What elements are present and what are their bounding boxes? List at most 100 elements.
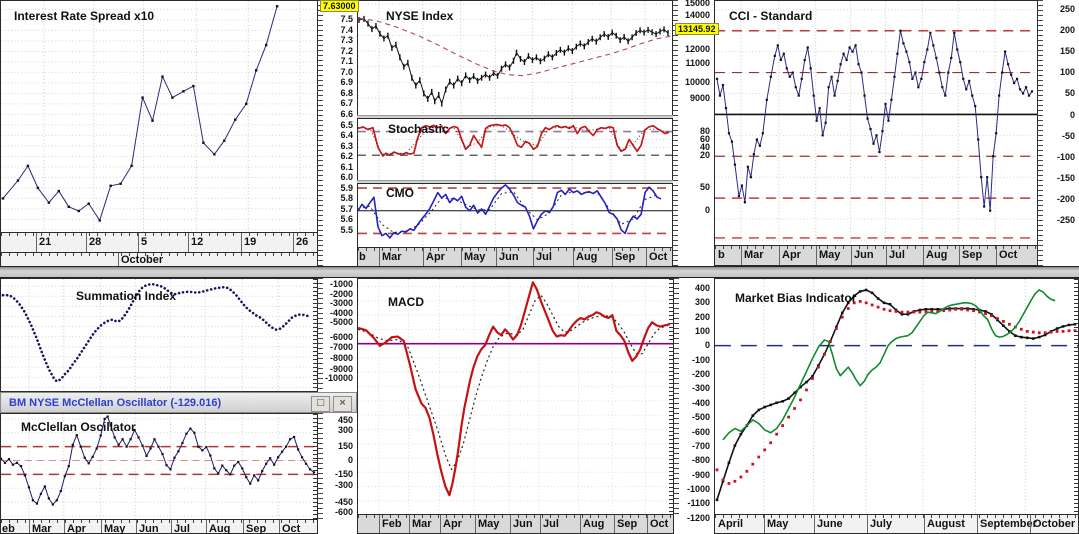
axis-tick-label: 150 <box>337 441 353 451</box>
mcclellan-window-titlebar[interactable]: BM NYSE McClellan Oscillator (-129.016) … <box>0 392 357 413</box>
axis-tick-label: 9000 <box>689 93 710 103</box>
axis-month-label: May <box>104 523 126 534</box>
axis-tick-label: -50 <box>1061 130 1075 141</box>
axis-tick-label: 6.6 <box>340 108 353 119</box>
axis-month-label: October <box>1033 518 1076 530</box>
axis-tick-label: -900 <box>691 469 710 480</box>
row-divider[interactable] <box>0 266 1079 278</box>
mcclellan-oscillator-chart[interactable]: McClellan Oscillator <box>0 413 318 520</box>
axis-month-label: May <box>819 249 841 261</box>
axis-tick-label: 10000 <box>684 77 710 87</box>
close-button[interactable]: × <box>333 396 352 412</box>
axis-tick-label: 5.7 <box>340 203 353 214</box>
axis-tick-label: 5.8 <box>340 193 353 204</box>
axis-month-label: 12 <box>191 236 204 248</box>
axis-tick-label: 11000 <box>685 58 710 68</box>
axis-tick-label: -400 <box>691 397 710 408</box>
axis-month-label: Aug <box>209 523 231 534</box>
axis-tick-label: 60 <box>699 134 710 144</box>
axis-tick-label: -150 <box>334 469 353 479</box>
axis-tick-label: -3000 <box>329 298 353 308</box>
axis-month-label: September <box>980 518 1037 530</box>
mcclellan-y-axis: 450 300 150 0 -150 -300 -450 -600 <box>318 413 357 520</box>
interest-rate-spread-chart[interactable]: Interest Rate Spread x10 <box>0 0 318 233</box>
axis-tick-label: 40 <box>699 142 710 152</box>
axis-tick-label: 6.9 <box>340 77 353 88</box>
axis-tick-label: -250 <box>1056 215 1075 225</box>
axis-tick-label: -300 <box>334 480 353 490</box>
chart-title: MACD <box>388 295 424 309</box>
axis-tick-label: -500 <box>691 412 710 423</box>
chart-title: Stochastic <box>388 122 449 136</box>
axis-tick-label: -6000 <box>329 332 353 342</box>
market-bias-chart[interactable]: Market Bias Indicator <box>714 278 1079 515</box>
axis-tick-label: 0 <box>704 340 710 351</box>
nyse-x-axis: b Mar Apr May Jun Jul Aug Sep Oct <box>357 247 673 268</box>
axis-tick-label: 0 <box>1069 109 1075 120</box>
axis-tick-label: 7.2 <box>340 45 353 56</box>
axis-month-label: May <box>478 518 500 530</box>
axis-tick-label: 250 <box>1059 4 1075 14</box>
axis-month-label: Aug <box>576 251 598 263</box>
axis-month-label: 28 <box>89 236 102 248</box>
axis-tick-label: 5.5 <box>340 225 353 235</box>
axis-tick-label: -4000 <box>329 308 353 318</box>
chart-title: Summation Index <box>76 289 177 303</box>
axis-ruler <box>1038 0 1043 268</box>
axis-tick-label: 200 <box>1059 25 1075 36</box>
axis-month-label: Jul <box>543 518 559 530</box>
axis-tick-label: -700 <box>691 440 710 451</box>
chart-title: Market Bias Indicator <box>735 291 857 305</box>
axis-tick-label: 7.5 <box>340 14 353 24</box>
axis-month-label: Jul <box>889 249 905 261</box>
axis-month-label: Oct <box>282 523 301 534</box>
maximize-button[interactable]: □ <box>311 396 330 412</box>
chart-title: McClellan Oscillator <box>21 420 136 434</box>
axis-tick-label: 300 <box>694 297 710 308</box>
cmo-chart[interactable]: CMO <box>357 183 673 248</box>
axis-tick-label: 6.8 <box>340 87 353 98</box>
stochastic-chart[interactable]: Stochastic <box>357 118 673 181</box>
axis-tick-label: 100 <box>694 326 710 337</box>
cci-chart[interactable]: CCI - Standard <box>714 0 1038 246</box>
axis-month-label: b <box>359 251 366 263</box>
axis-tick-label: 450 <box>337 415 353 425</box>
summation-index-chart[interactable]: Summation Index <box>0 278 318 392</box>
axis-tick-label: 0 <box>704 205 710 215</box>
cci-x-axis: b Mar Apr May Jun Jul Aug Sep Oct <box>714 245 1038 266</box>
month-label: October <box>121 254 164 266</box>
axis-tick-label: -800 <box>691 455 710 466</box>
axis-tick-label: 200 <box>694 311 710 322</box>
axis-tick-label: -100 <box>1056 151 1075 162</box>
axis-tick-label: 15000 <box>684 0 710 8</box>
axis-tick-label: -1200 <box>686 512 710 523</box>
cci-y-axis: 250 200 150 100 50 0 -50 -100 -150 -200 -250 <box>1038 0 1079 268</box>
nyse-index-chart[interactable]: NYSE Index <box>357 0 673 116</box>
nyse-y-axis: 13145.92 15000 14000 12000 11000 10000 9000 80… <box>673 0 719 268</box>
axis-tick-label: -9000 <box>329 364 353 374</box>
axis-month-label: June <box>817 518 843 530</box>
axis-month-label: 21 <box>39 236 52 248</box>
interest-y-axis: 7.63000 7.5 7.4 7.3 7.2 7.1 7.0 6.9 6.8 6.7 6.6 6.… <box>318 0 359 268</box>
axis-month-label: Mar <box>744 249 764 261</box>
axis-tick-label: -8000 <box>329 353 353 363</box>
last-price-flag: 7.63000 <box>320 0 359 12</box>
summation-y-axis: -1000 -2000 -3000 -4000 -5000 -6000 -7000 -8000… <box>318 278 357 392</box>
axis-tick-label: -200 <box>691 369 710 380</box>
axis-month-label: Oct <box>649 251 668 263</box>
axis-month-label: Sep <box>615 251 636 263</box>
axis-tick-label: 7.1 <box>340 56 353 67</box>
axis-month-label: Oct <box>999 249 1018 261</box>
macd-chart[interactable]: MACD <box>357 278 674 515</box>
axis-tick-label: -450 <box>334 497 353 507</box>
axis-tick-label: -600 <box>334 507 353 517</box>
axis-tick-label: 6.2 <box>340 151 353 162</box>
axis-month-label: 19 <box>244 236 257 248</box>
axis-tick-label: 6.7 <box>340 98 353 109</box>
axis-tick-label: -1000 <box>686 483 710 494</box>
window-title: BM NYSE McClellan Oscillator (-129.016) <box>9 396 222 409</box>
axis-month-label: May <box>464 251 486 263</box>
axis-ruler <box>318 413 323 520</box>
axis-month-label: Mar <box>382 251 402 263</box>
